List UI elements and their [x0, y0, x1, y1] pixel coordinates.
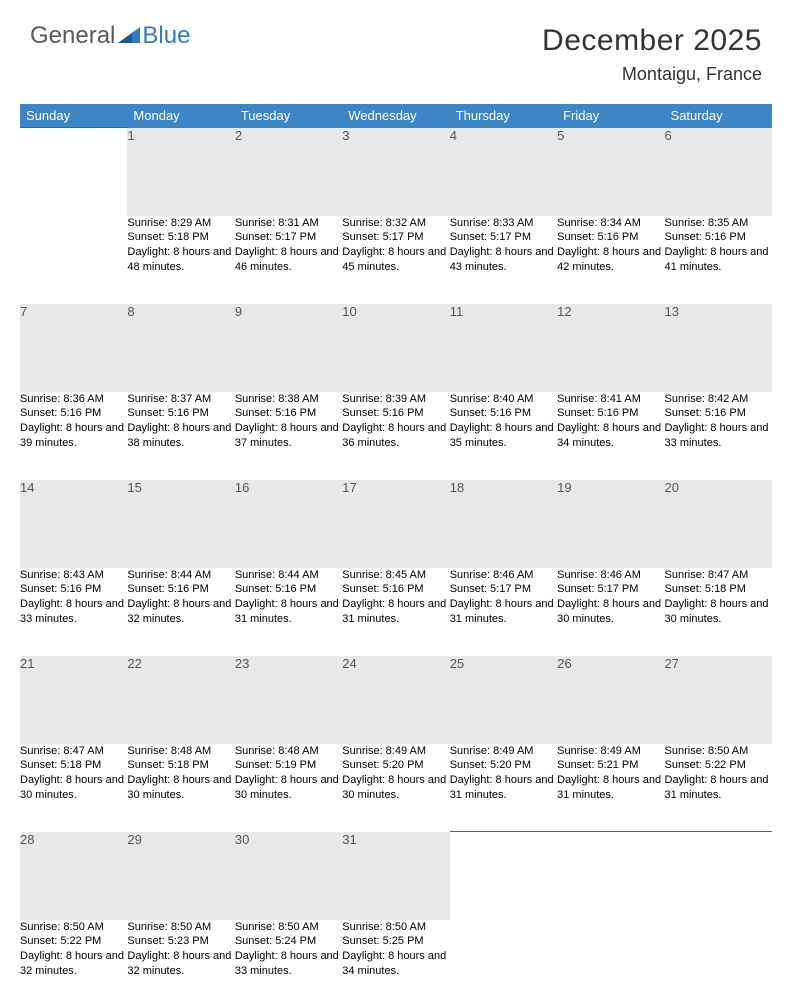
header: December 2025 Montaigu, France [542, 24, 762, 85]
day-number-row: 28293031 [20, 832, 772, 920]
day-detail-cell: Sunrise: 8:50 AMSunset: 5:24 PMDaylight:… [235, 920, 342, 1008]
day-number-cell: 30 [235, 832, 342, 920]
day-detail-cell: Sunrise: 8:50 AMSunset: 5:25 PMDaylight:… [342, 920, 449, 1008]
day-detail-cell: Sunrise: 8:48 AMSunset: 5:18 PMDaylight:… [127, 744, 234, 832]
day-number-row: 14151617181920 [20, 480, 772, 568]
day-number-cell: 7 [20, 304, 127, 392]
day-number-cell: 13 [665, 304, 772, 392]
day-number-cell: 5 [557, 128, 664, 216]
day-number-cell: 10 [342, 304, 449, 392]
location: Montaigu, France [542, 64, 762, 85]
day-number-cell: 6 [665, 128, 772, 216]
day-number-row: 123456 [20, 128, 772, 216]
day-detail-cell: Sunrise: 8:50 AMSunset: 5:22 PMDaylight:… [665, 744, 772, 832]
weekday-header-row: SundayMondayTuesdayWednesdayThursdayFrid… [20, 104, 772, 128]
day-number-cell: 27 [665, 656, 772, 744]
day-detail-cell: Sunrise: 8:35 AMSunset: 5:16 PMDaylight:… [665, 216, 772, 304]
day-detail-cell [665, 920, 772, 1008]
weekday-header: Wednesday [342, 104, 449, 128]
day-number-cell: 4 [450, 128, 557, 216]
month-title: December 2025 [542, 24, 762, 58]
day-detail-cell: Sunrise: 8:50 AMSunset: 5:23 PMDaylight:… [127, 920, 234, 1008]
weekday-header: Monday [127, 104, 234, 128]
day-number-cell: 15 [127, 480, 234, 568]
day-number-cell: 9 [235, 304, 342, 392]
day-detail-cell [20, 216, 127, 304]
day-detail-cell: Sunrise: 8:49 AMSunset: 5:20 PMDaylight:… [342, 744, 449, 832]
weekday-header: Thursday [450, 104, 557, 128]
day-number-cell: 26 [557, 656, 664, 744]
day-detail-cell: Sunrise: 8:47 AMSunset: 5:18 PMDaylight:… [20, 744, 127, 832]
day-number-cell: 12 [557, 304, 664, 392]
day-number-cell: 16 [235, 480, 342, 568]
day-number-cell: 18 [450, 480, 557, 568]
day-detail-cell: Sunrise: 8:37 AMSunset: 5:16 PMDaylight:… [127, 392, 234, 480]
day-number-cell [557, 832, 664, 920]
day-number-cell: 28 [20, 832, 127, 920]
day-detail-row: Sunrise: 8:36 AMSunset: 5:16 PMDaylight:… [20, 392, 772, 480]
day-number-cell: 8 [127, 304, 234, 392]
day-number-cell: 11 [450, 304, 557, 392]
day-number-cell [450, 832, 557, 920]
logo: General Blue [30, 22, 190, 50]
day-detail-cell: Sunrise: 8:48 AMSunset: 5:19 PMDaylight:… [235, 744, 342, 832]
day-detail-cell [450, 920, 557, 1008]
day-detail-cell: Sunrise: 8:31 AMSunset: 5:17 PMDaylight:… [235, 216, 342, 304]
weekday-header: Sunday [20, 104, 127, 128]
day-detail-cell: Sunrise: 8:39 AMSunset: 5:16 PMDaylight:… [342, 392, 449, 480]
day-detail-cell: Sunrise: 8:40 AMSunset: 5:16 PMDaylight:… [450, 392, 557, 480]
day-number-cell: 1 [127, 128, 234, 216]
day-detail-row: Sunrise: 8:50 AMSunset: 5:22 PMDaylight:… [20, 920, 772, 1008]
day-number-cell [20, 128, 127, 216]
logo-text-general: General [30, 22, 115, 50]
day-number-row: 78910111213 [20, 304, 772, 392]
day-detail-cell: Sunrise: 8:41 AMSunset: 5:16 PMDaylight:… [557, 392, 664, 480]
day-number-cell: 29 [127, 832, 234, 920]
day-detail-cell: Sunrise: 8:36 AMSunset: 5:16 PMDaylight:… [20, 392, 127, 480]
weekday-header: Friday [557, 104, 664, 128]
day-number-cell: 3 [342, 128, 449, 216]
day-detail-row: Sunrise: 8:29 AMSunset: 5:18 PMDaylight:… [20, 216, 772, 304]
day-number-cell: 19 [557, 480, 664, 568]
day-number-row: 21222324252627 [20, 656, 772, 744]
day-number-cell: 22 [127, 656, 234, 744]
weekday-header: Saturday [665, 104, 772, 128]
day-detail-cell: Sunrise: 8:29 AMSunset: 5:18 PMDaylight:… [127, 216, 234, 304]
calendar-table: SundayMondayTuesdayWednesdayThursdayFrid… [20, 104, 772, 1008]
day-detail-row: Sunrise: 8:47 AMSunset: 5:18 PMDaylight:… [20, 744, 772, 832]
day-detail-cell: Sunrise: 8:50 AMSunset: 5:22 PMDaylight:… [20, 920, 127, 1008]
day-number-cell [665, 832, 772, 920]
day-detail-cell: Sunrise: 8:49 AMSunset: 5:20 PMDaylight:… [450, 744, 557, 832]
day-number-cell: 25 [450, 656, 557, 744]
logo-triangle-icon [118, 27, 140, 48]
day-number-cell: 20 [665, 480, 772, 568]
day-number-cell: 24 [342, 656, 449, 744]
day-detail-cell: Sunrise: 8:34 AMSunset: 5:16 PMDaylight:… [557, 216, 664, 304]
day-number-cell: 2 [235, 128, 342, 216]
day-number-cell: 23 [235, 656, 342, 744]
day-number-cell: 14 [20, 480, 127, 568]
weekday-header: Tuesday [235, 104, 342, 128]
day-detail-cell: Sunrise: 8:32 AMSunset: 5:17 PMDaylight:… [342, 216, 449, 304]
day-detail-cell: Sunrise: 8:38 AMSunset: 5:16 PMDaylight:… [235, 392, 342, 480]
day-number-cell: 21 [20, 656, 127, 744]
logo-text-blue: Blue [142, 22, 190, 50]
day-detail-cell: Sunrise: 8:49 AMSunset: 5:21 PMDaylight:… [557, 744, 664, 832]
day-detail-cell: Sunrise: 8:42 AMSunset: 5:16 PMDaylight:… [665, 392, 772, 480]
day-detail-cell [557, 920, 664, 1008]
day-number-cell: 17 [342, 480, 449, 568]
day-number-cell: 31 [342, 832, 449, 920]
day-detail-cell: Sunrise: 8:33 AMSunset: 5:17 PMDaylight:… [450, 216, 557, 304]
